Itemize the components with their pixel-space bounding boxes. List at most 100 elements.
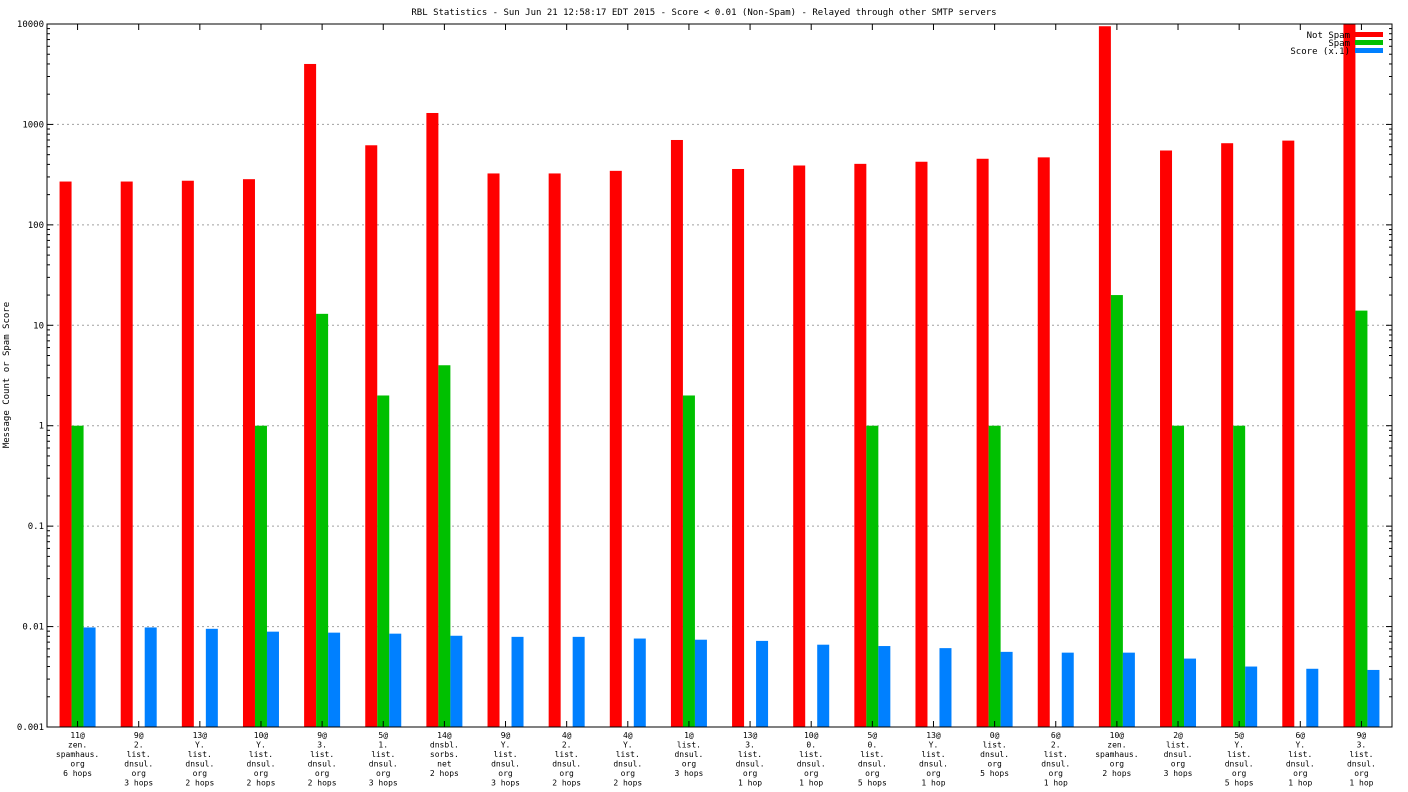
bar (548, 173, 561, 727)
bar (450, 635, 463, 727)
x-tick-label: 14@ dnsbl. sorbs. net 2 hops (430, 731, 459, 778)
x-tick-label: 10@ 0. list. dnsul. org 1 hop (797, 731, 826, 788)
x-tick-label: 5@ 1. list. dnsul. org 3 hops (369, 731, 398, 788)
bar (817, 644, 830, 727)
x-tick-label: 6@ Y. list. dnsul. org 1 hop (1286, 731, 1315, 788)
x-tick-label: 5@ 0. list. dnsul. org 5 hops (858, 731, 887, 788)
y-tick-label: 10000 (17, 20, 44, 30)
bar (316, 313, 329, 727)
bar (793, 165, 806, 727)
bar (1061, 652, 1074, 727)
y-tick-label: 0.01 (22, 623, 44, 633)
y-tick-label: 1 (39, 422, 44, 432)
bar (854, 163, 867, 727)
legend-swatch (1355, 40, 1383, 45)
bar (254, 425, 267, 727)
bar (365, 145, 378, 727)
bar (242, 179, 255, 727)
bar (1122, 652, 1135, 727)
x-tick-label: 9@ Y. list. dnsul. org 3 hops (491, 731, 520, 788)
bar (670, 139, 683, 727)
bar (377, 395, 390, 727)
x-tick-label: 1@ list. dnsul. org 3 hops (674, 731, 703, 778)
legend-swatch (1355, 32, 1383, 37)
x-tick-label: 9@ 3. list. dnsul. org 1 hop (1347, 731, 1376, 788)
bar (1245, 666, 1258, 727)
bar (181, 180, 194, 727)
bar (572, 636, 585, 727)
bar (682, 395, 695, 727)
bar (59, 181, 72, 727)
y-axis-label: Message Count or Spam Score (2, 302, 12, 448)
bar (756, 640, 769, 727)
legend-label: Not Spam (1307, 31, 1350, 41)
bar (205, 628, 218, 727)
bar (83, 627, 96, 727)
bar (438, 365, 451, 727)
bar (1233, 425, 1246, 727)
bar (144, 627, 157, 727)
x-tick-label: 2@ list. dnsul. org 3 hops (1164, 731, 1193, 778)
bar (976, 158, 989, 728)
y-axis-ticks: 0.001 0.01 0.1 1 10 100 1000 10000 (17, 20, 44, 733)
bar (487, 173, 500, 727)
bar (732, 168, 745, 728)
bar (266, 631, 279, 727)
chart-title: RBL Statistics - Sun Jun 21 12:58:17 EDT… (411, 8, 996, 18)
bar (633, 638, 646, 727)
y-tick-label: 0.1 (28, 522, 44, 532)
bar (389, 633, 402, 727)
x-tick-label: 0@ list. dnsul. org 5 hops (980, 731, 1009, 778)
legend-label: Spam (1328, 39, 1350, 49)
bar (1000, 651, 1013, 727)
bar (71, 425, 84, 727)
bar (915, 161, 928, 727)
x-tick-label: 5@ Y. list. dnsul. org 5 hops (1225, 731, 1254, 788)
bar (1306, 668, 1319, 727)
bar (1343, 24, 1356, 727)
bar (1160, 150, 1173, 728)
bars (59, 24, 1380, 728)
bar (1037, 157, 1050, 727)
bar (1367, 669, 1380, 727)
y-tick-label: 10 (33, 321, 44, 331)
bar (1110, 295, 1123, 727)
x-tick-label: 11@ zen. spamhaus. org 6 hops (56, 731, 99, 778)
x-tick-label: 13@ 3. list. dnsul. org 1 hop (736, 731, 765, 788)
x-tick-label: 4@ Y. list. dnsul. org 2 hops (613, 731, 642, 788)
bar (304, 63, 317, 728)
bar (988, 425, 1001, 727)
x-tick-label: 6@ 2. list. dnsul. org 1 hop (1041, 731, 1070, 788)
legend-swatch (1355, 48, 1383, 53)
bar (609, 170, 622, 728)
x-tick-label: 9@ 3. list. dnsul. org 2 hops (308, 731, 337, 788)
bar (511, 636, 524, 727)
x-tick-label: 13@ Y. list. dnsul. org 1 hop (919, 731, 948, 788)
x-tick-label: 13@ Y. list. dnsul. org 2 hops (185, 731, 214, 788)
legend-label: Score (x.1) (1290, 47, 1350, 57)
bar (1098, 26, 1111, 728)
bar (426, 112, 439, 727)
bar (1184, 658, 1197, 727)
plot-frame (46, 23, 1393, 728)
y-tick-label: 1000 (22, 120, 44, 130)
x-tick-label: 10@ Y. list. dnsul. org 2 hops (247, 731, 276, 788)
y-tick-label: 100 (28, 221, 44, 231)
bar (1221, 143, 1234, 728)
x-tick-label: 4@ 2. list. dnsul. org 2 hops (552, 731, 581, 788)
x-tick-label: 10@ zen. spamhaus. org 2 hops (1095, 731, 1138, 778)
bar (878, 646, 891, 727)
bar (1172, 425, 1185, 727)
y-tick-label: 0.001 (17, 723, 44, 733)
x-tick-label: 9@ 2. list. dnsul. org 3 hops (124, 731, 153, 788)
x-axis-ticks: 11@ zen. spamhaus. org 6 hops 9@ 2. list. dnsul.… (56, 24, 1376, 788)
bar (1355, 310, 1368, 727)
bar (694, 639, 707, 727)
bar (939, 648, 952, 727)
bar (120, 181, 133, 727)
bar (328, 632, 341, 727)
bar (866, 425, 879, 727)
bar (1282, 140, 1295, 727)
